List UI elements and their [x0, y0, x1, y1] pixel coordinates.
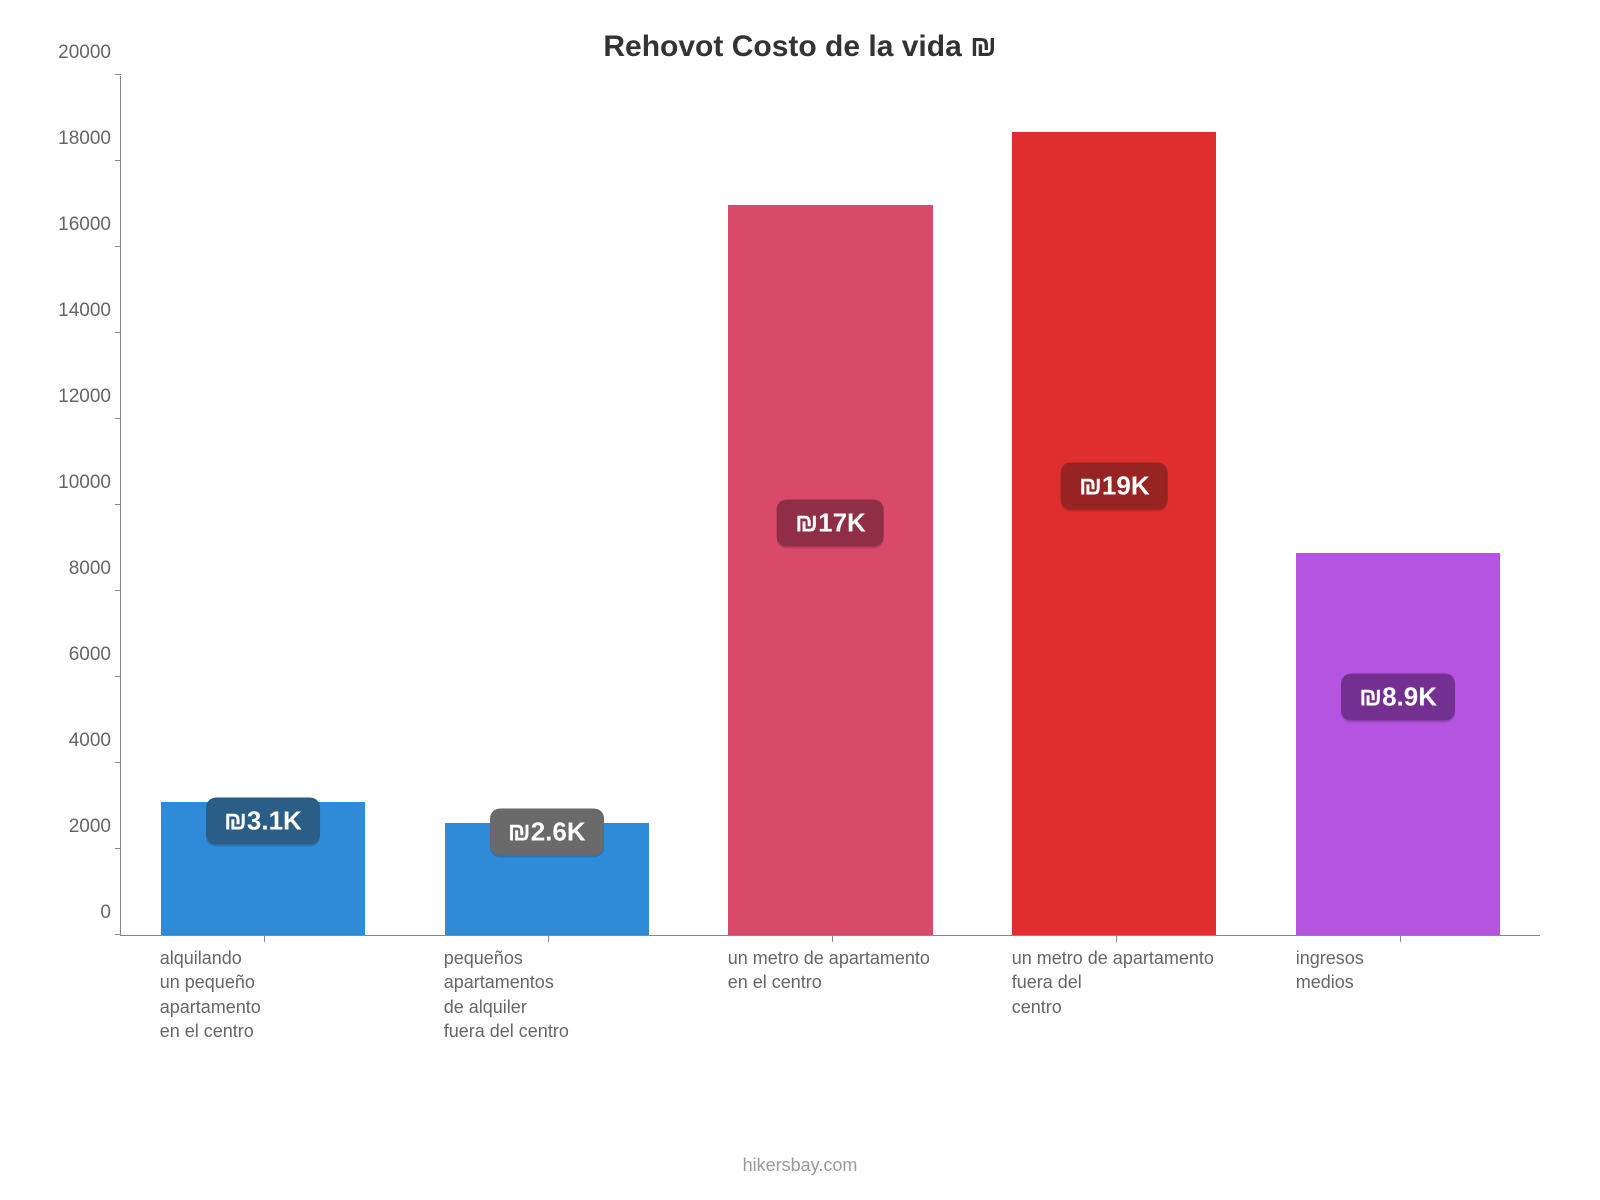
- y-tick-label: 2000: [41, 816, 111, 838]
- bar: [1012, 132, 1216, 935]
- x-tick-label: pequeños apartamentos de alquiler fuera …: [444, 946, 734, 1043]
- x-tick-mark: [1116, 936, 1117, 942]
- bar: [1296, 553, 1500, 935]
- x-tick-mark: [264, 936, 265, 942]
- x-tick-mark: [832, 936, 833, 942]
- x-tick-label: un metro de apartamento en el centro: [728, 946, 1018, 995]
- y-tick-label: 20000: [41, 42, 111, 64]
- x-tick-label: un metro de apartamento fuera del centro: [1012, 946, 1302, 1019]
- y-tick-label: 4000: [41, 730, 111, 752]
- value-badge: ₪3.1K: [206, 798, 320, 845]
- value-badge: ₪17K: [777, 499, 884, 546]
- x-tick-mark: [548, 936, 549, 942]
- bar-slot: ₪8.9K: [1256, 76, 1540, 935]
- y-tick-label: 16000: [41, 214, 111, 236]
- value-badge: ₪8.9K: [1341, 673, 1455, 720]
- bar: [728, 205, 932, 935]
- y-tick-label: 18000: [41, 128, 111, 150]
- bars-container: ₪3.1K ₪2.6K ₪17K ₪19K ₪8.9K: [121, 76, 1540, 935]
- y-tick-mark: [115, 74, 121, 75]
- y-tick-label: 12000: [41, 386, 111, 408]
- x-axis-labels: alquilando un pequeño apartamento en el …: [120, 946, 1540, 1126]
- value-badge: ₪19K: [1061, 463, 1168, 510]
- attribution-text: hikersbay.com: [0, 1155, 1600, 1176]
- plot-area: 0200040006000800010000120001400016000180…: [120, 76, 1540, 936]
- y-tick-label: 8000: [41, 558, 111, 580]
- y-tick-label: 0: [41, 902, 111, 924]
- y-tick-label: 14000: [41, 300, 111, 322]
- y-tick-label: 6000: [41, 644, 111, 666]
- chart-title: Rehovot Costo de la vida ₪: [40, 30, 1560, 64]
- bar-slot: ₪3.1K: [121, 76, 405, 935]
- bar-slot: ₪19K: [972, 76, 1256, 935]
- bar-slot: ₪2.6K: [405, 76, 689, 935]
- bar-slot: ₪17K: [689, 76, 973, 935]
- x-tick-mark: [1400, 936, 1401, 942]
- y-tick-label: 10000: [41, 472, 111, 494]
- x-tick-label: ingresos medios: [1296, 946, 1586, 995]
- x-tick-label: alquilando un pequeño apartamento en el …: [160, 946, 450, 1043]
- cost-of-living-bar-chart: Rehovot Costo de la vida ₪ 0200040006000…: [0, 0, 1600, 1200]
- value-badge: ₪2.6K: [490, 809, 604, 856]
